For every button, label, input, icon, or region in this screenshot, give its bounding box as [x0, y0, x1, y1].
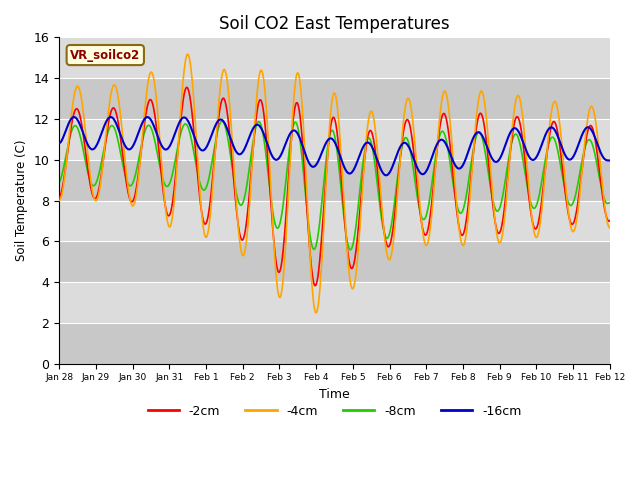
- Title: Soil CO2 East Temperatures: Soil CO2 East Temperatures: [220, 15, 450, 33]
- Bar: [59, 201, 610, 241]
- Bar: [59, 282, 610, 323]
- Bar: [59, 323, 610, 364]
- Legend: -2cm, -4cm, -8cm, -16cm: -2cm, -4cm, -8cm, -16cm: [143, 400, 527, 423]
- Text: VR_soilco2: VR_soilco2: [70, 48, 140, 61]
- Bar: [59, 160, 610, 201]
- Bar: [59, 78, 610, 119]
- Bar: [59, 241, 610, 282]
- Bar: [59, 37, 610, 78]
- X-axis label: Time: Time: [319, 388, 350, 401]
- Bar: [59, 119, 610, 160]
- Y-axis label: Soil Temperature (C): Soil Temperature (C): [15, 140, 28, 261]
